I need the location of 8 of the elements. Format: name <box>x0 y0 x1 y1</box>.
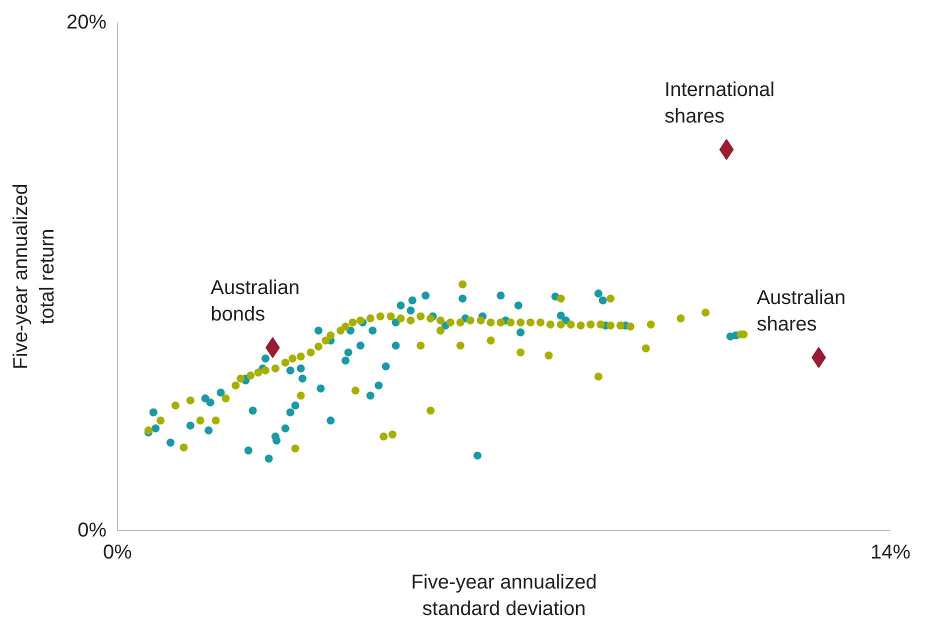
series-label: Australian bonds <box>210 277 300 326</box>
x-axis-title: Five-year annualized standard deviation <box>411 572 597 620</box>
series-label: Australian shares <box>756 287 846 336</box>
series-label: International shares <box>664 79 775 128</box>
point <box>719 139 734 160</box>
y-tick-label: 20% <box>66 12 107 34</box>
x-tick-label: 14% <box>870 542 911 564</box>
y-axis-title: Five-year annualized total return <box>10 184 58 370</box>
